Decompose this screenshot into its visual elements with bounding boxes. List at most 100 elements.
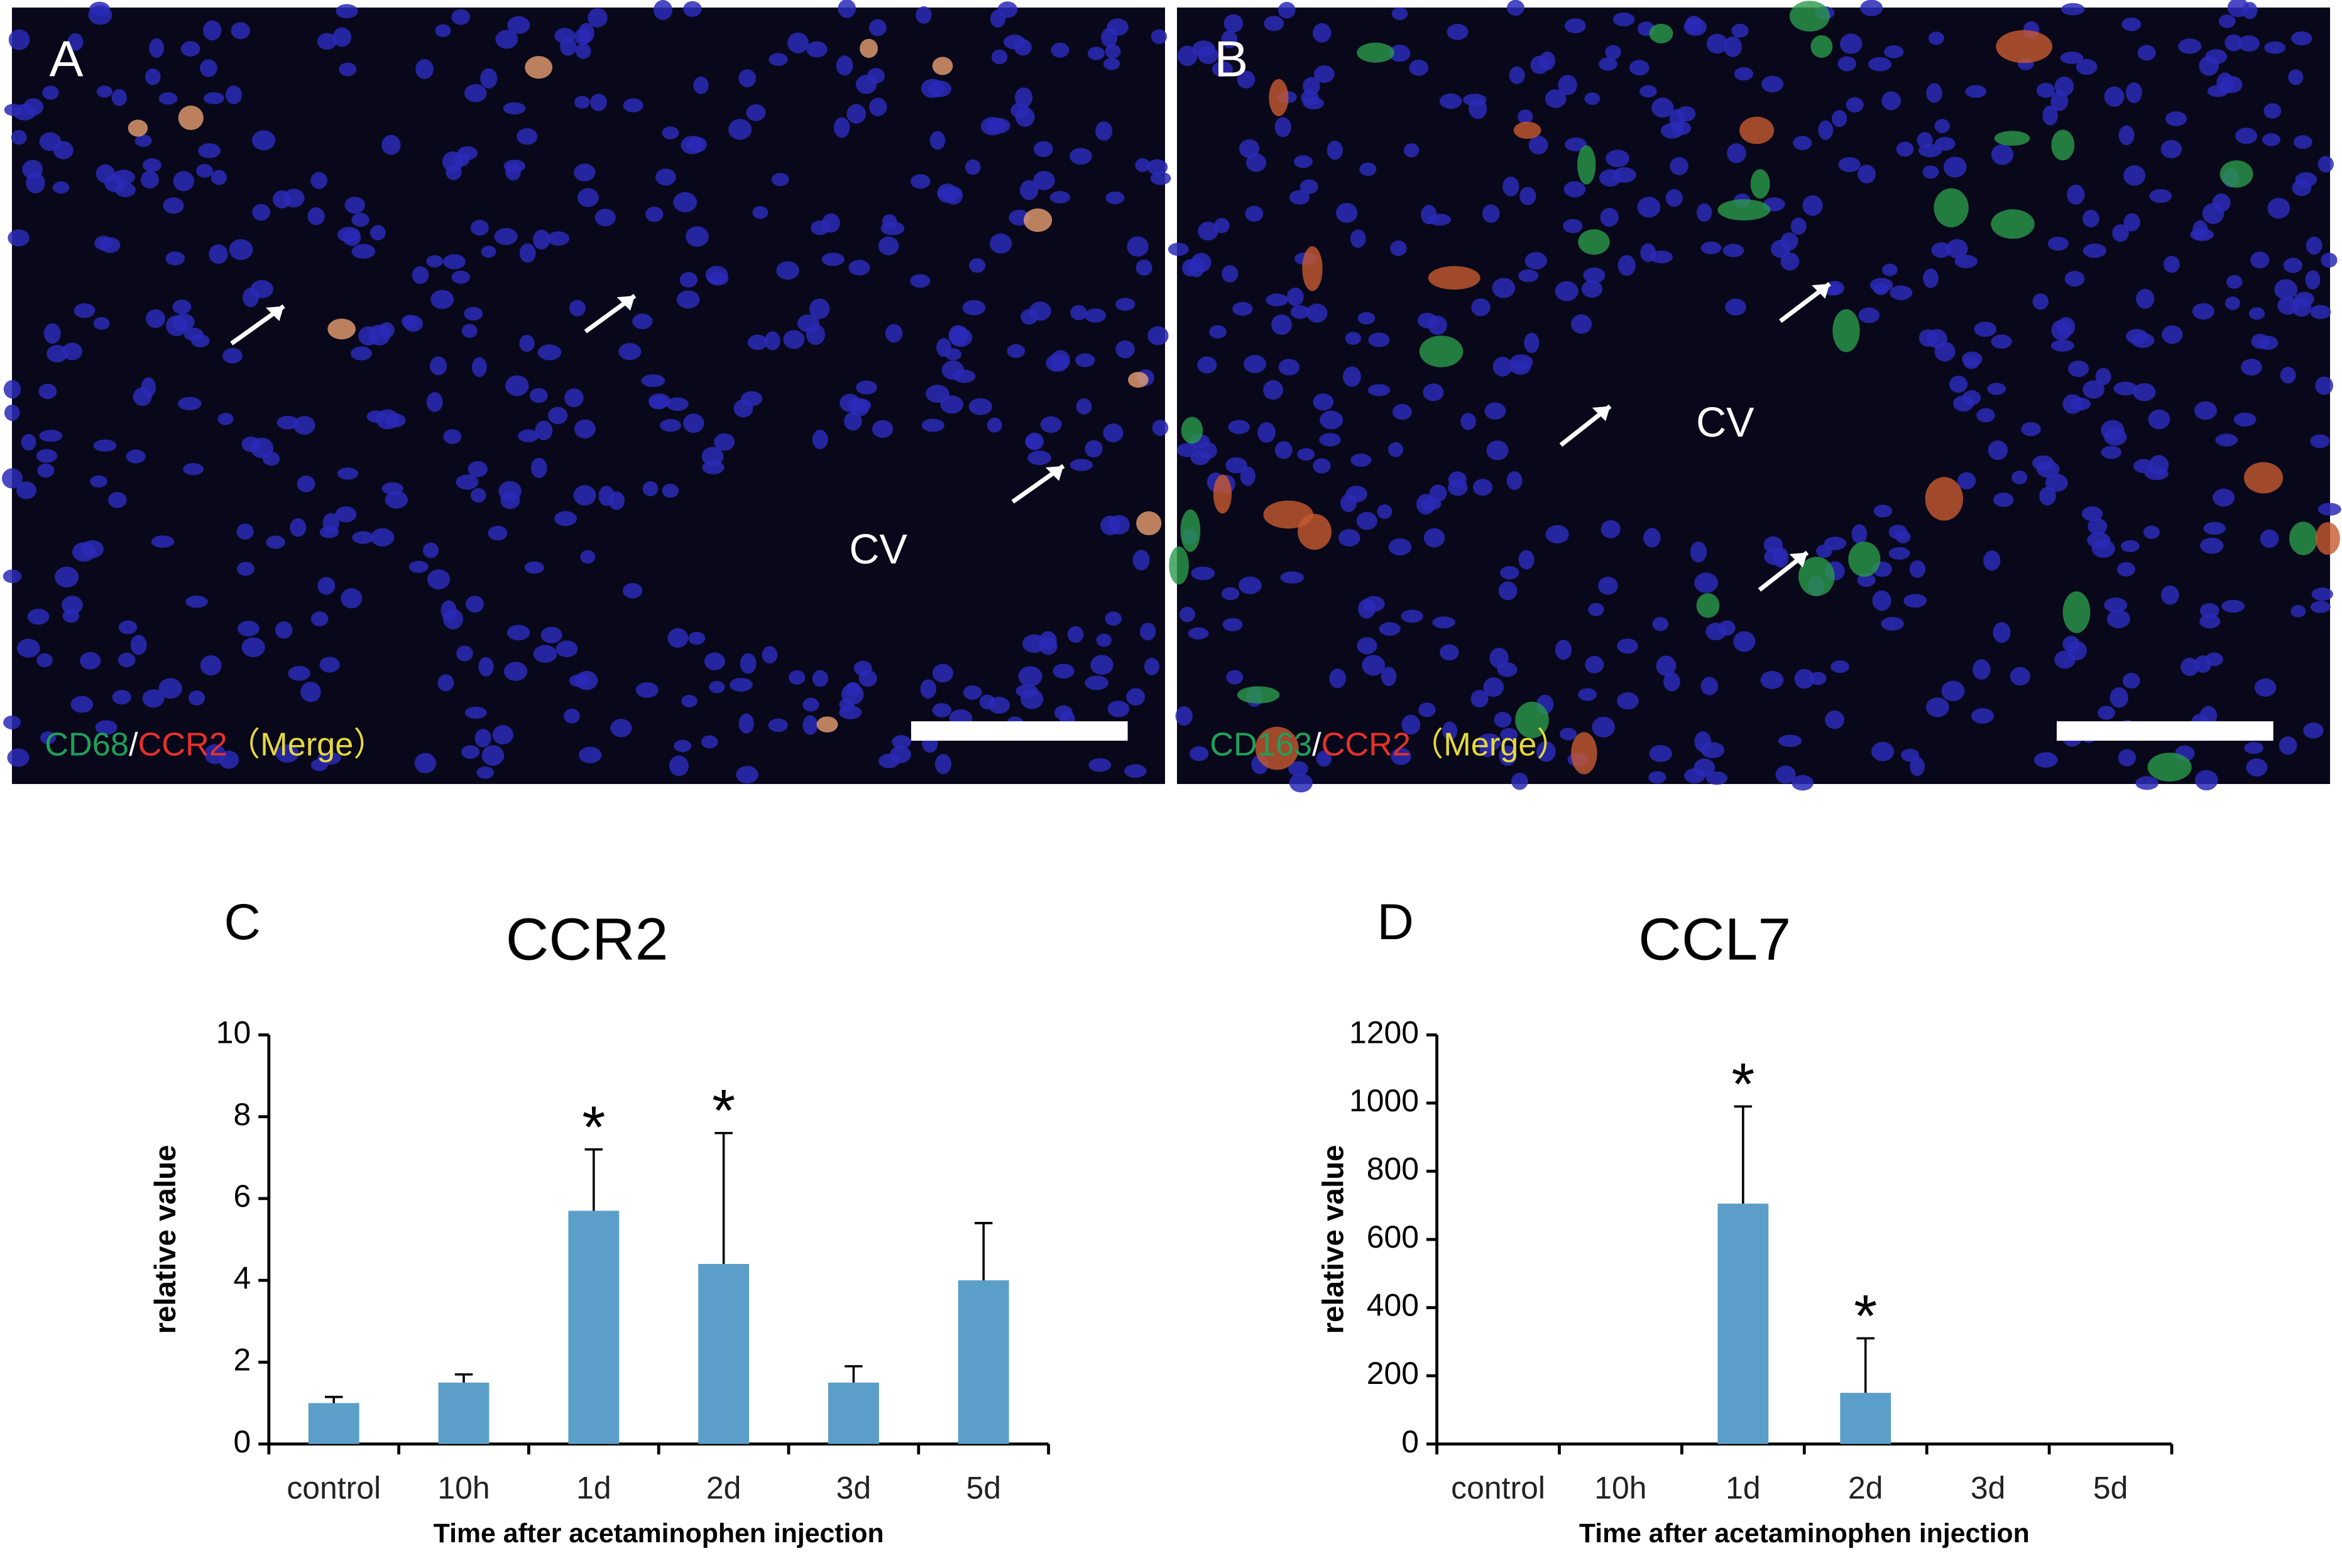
nucleus <box>1472 479 1493 496</box>
scale-bar <box>911 721 1128 741</box>
nucleus <box>1564 18 1586 34</box>
nucleus <box>709 680 725 694</box>
nucleus <box>841 683 864 705</box>
nucleus <box>1040 416 1062 433</box>
nucleus <box>1934 119 1950 134</box>
nucleus <box>1067 626 1084 643</box>
nucleus <box>662 483 679 498</box>
nucleus <box>134 134 152 147</box>
nucleus <box>16 481 36 499</box>
nucleus <box>1085 440 1103 458</box>
stained-cell <box>1717 199 1771 220</box>
nucleus <box>1126 688 1146 706</box>
nucleus <box>1327 140 1343 160</box>
stained-cell <box>1991 209 2035 239</box>
y-tick-label: 6 <box>234 1179 251 1214</box>
nucleus <box>618 343 642 361</box>
nucleus <box>1306 303 1328 323</box>
nucleus <box>669 755 689 776</box>
nucleus <box>1946 239 1968 259</box>
nucleus <box>1338 529 1360 547</box>
nucleus <box>1511 772 1528 790</box>
nucleus <box>1096 633 1112 647</box>
nucleus <box>3 569 22 584</box>
nucleus <box>540 626 562 644</box>
nucleus <box>1107 700 1130 717</box>
nucleus <box>2104 428 2127 446</box>
nucleus <box>2082 243 2107 258</box>
nucleus <box>2021 422 2041 437</box>
nucleus <box>1368 332 1390 347</box>
nucleus <box>351 346 372 361</box>
nucleus <box>2117 562 2135 577</box>
region-label: CV <box>1696 400 1754 446</box>
nucleus <box>885 324 903 343</box>
nucleus <box>2290 605 2306 618</box>
nucleus <box>238 621 260 636</box>
y-tick-label: 200 <box>1367 1356 1419 1391</box>
nucleus <box>1168 242 1189 256</box>
chart-title: CCR2 <box>506 906 669 972</box>
nucleus <box>275 744 299 763</box>
nucleus <box>237 562 255 576</box>
nucleus <box>1127 236 1149 257</box>
x-tick-label: 10h <box>437 1470 490 1505</box>
nucleus <box>1075 353 1095 368</box>
nucleus <box>1881 91 1902 111</box>
stained-cell <box>1934 188 1969 227</box>
nucleus <box>2047 236 2069 251</box>
nucleus <box>2263 103 2282 119</box>
nucleus <box>1345 486 1367 503</box>
nucleus <box>1722 244 1744 258</box>
nucleus <box>588 8 608 28</box>
nucleus <box>2317 156 2334 173</box>
nucleus <box>1498 581 1518 601</box>
nucleus <box>846 104 867 124</box>
nucleus <box>2194 655 2212 673</box>
nucleus <box>1319 433 1341 447</box>
nucleus <box>310 172 327 189</box>
nucleus <box>1105 44 1121 59</box>
nucleus <box>1357 312 1376 325</box>
nucleus <box>204 744 226 765</box>
nucleus <box>2162 325 2183 344</box>
nucleus <box>1910 756 1925 776</box>
nucleus <box>2277 297 2299 315</box>
nucleus <box>2060 52 2084 64</box>
nucleus <box>1652 617 1669 631</box>
nucleus <box>1764 548 1787 565</box>
stained-cell <box>1357 42 1395 63</box>
nucleus <box>1051 42 1070 58</box>
nucleus <box>1238 576 1262 594</box>
bar <box>438 1382 490 1444</box>
nucleus <box>1734 67 1754 81</box>
nucleus <box>686 136 708 153</box>
nucleus <box>1871 741 1895 761</box>
nucleus <box>471 487 486 503</box>
arrow-head <box>1045 466 1064 481</box>
stained-cell <box>1419 335 1464 368</box>
nucleus <box>1222 265 1239 283</box>
stain-name: （Merge） <box>227 726 386 763</box>
nucleus <box>560 37 577 56</box>
stained-cell <box>2062 591 2091 633</box>
nucleus <box>16 638 40 658</box>
nucleus <box>47 345 68 362</box>
nucleus <box>1565 138 1587 151</box>
x-tick-label: control <box>287 1470 381 1505</box>
nucleus <box>740 653 757 674</box>
nucleus <box>1237 70 1256 89</box>
nucleus <box>806 324 826 346</box>
nucleus <box>1274 117 1291 138</box>
nucleus <box>1486 440 1509 460</box>
nucleus <box>1239 139 1260 158</box>
nucleus <box>8 29 30 50</box>
nucleus <box>519 334 535 352</box>
nucleus <box>1825 710 1845 729</box>
nucleus <box>869 97 887 116</box>
y-tick-label: 0 <box>1401 1424 1419 1459</box>
nucleus <box>2244 742 2263 754</box>
nucleus <box>189 690 205 706</box>
x-tick-label: 10h <box>1594 1470 1646 1505</box>
nucleus <box>928 80 952 97</box>
